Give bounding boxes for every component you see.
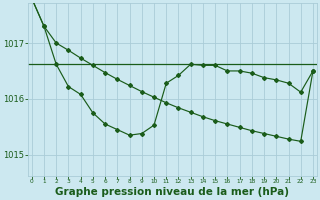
X-axis label: Graphe pression niveau de la mer (hPa): Graphe pression niveau de la mer (hPa) [55, 187, 289, 197]
